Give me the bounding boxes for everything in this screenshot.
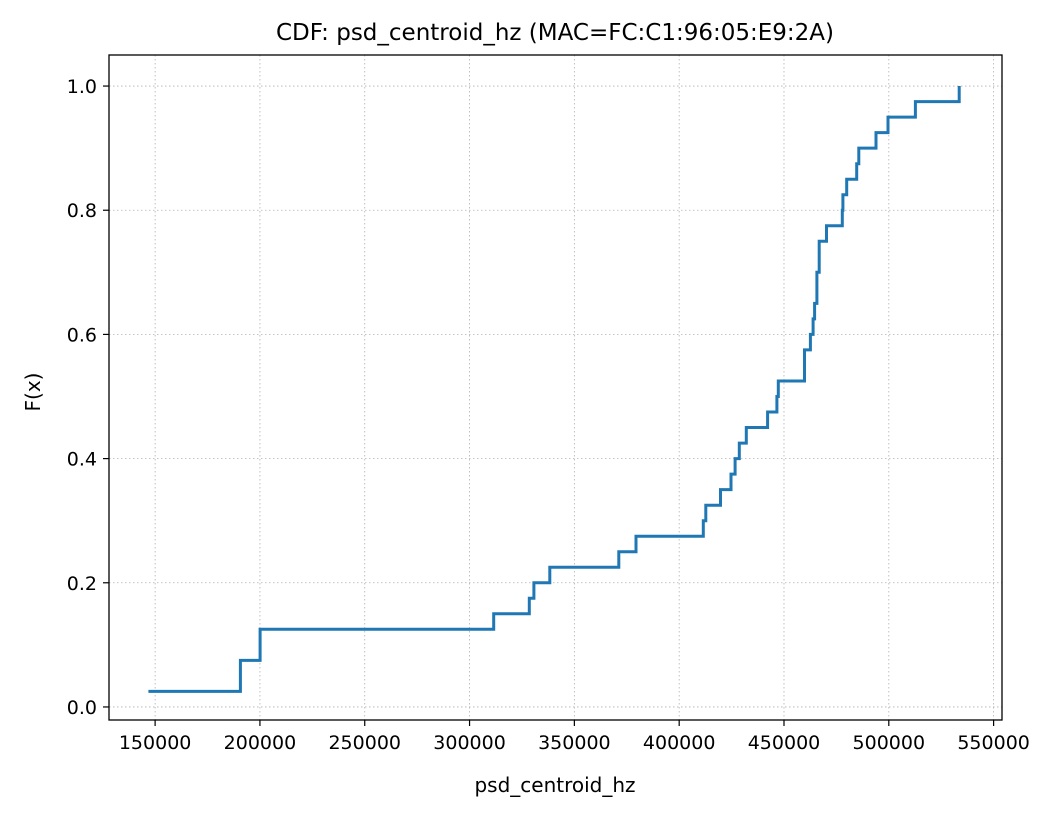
x-axis-ticks: 150000 200000 250000 300000 350000 400000 4500…: [119, 720, 1030, 754]
y-tick-label: 0.0: [67, 697, 97, 719]
y-tick-label: 0.2: [67, 573, 97, 595]
y-axis-ticks: 0.0 0.2 0.4 0.6 0.8 1.0: [67, 76, 109, 719]
grid-lines: [109, 55, 1002, 720]
x-tick-label: 200000: [224, 732, 297, 754]
x-tick-label: 250000: [328, 732, 401, 754]
y-tick-label: 0.4: [67, 449, 97, 471]
x-tick-label: 350000: [538, 732, 611, 754]
x-tick-label: 400000: [643, 732, 716, 754]
x-tick-label: 150000: [119, 732, 192, 754]
x-tick-label: 300000: [433, 732, 506, 754]
y-axis-label: F(x): [21, 373, 45, 412]
series-layer: [148, 86, 961, 693]
chart-title: CDF: psd_centroid_hz (MAC=FC:C1:96:05:E9…: [276, 20, 834, 46]
x-tick-label: 550000: [957, 732, 1030, 754]
x-tick-label: 450000: [748, 732, 821, 754]
y-tick-label: 0.6: [67, 324, 97, 346]
y-tick-label: 1.0: [67, 76, 97, 98]
y-tick-label: 0.8: [67, 200, 97, 222]
x-tick-label: 500000: [853, 732, 926, 754]
cdf-step-line: [148, 86, 961, 693]
plot-frame: [108, 54, 1003, 721]
x-axis-label: psd_centroid_hz: [474, 773, 635, 797]
